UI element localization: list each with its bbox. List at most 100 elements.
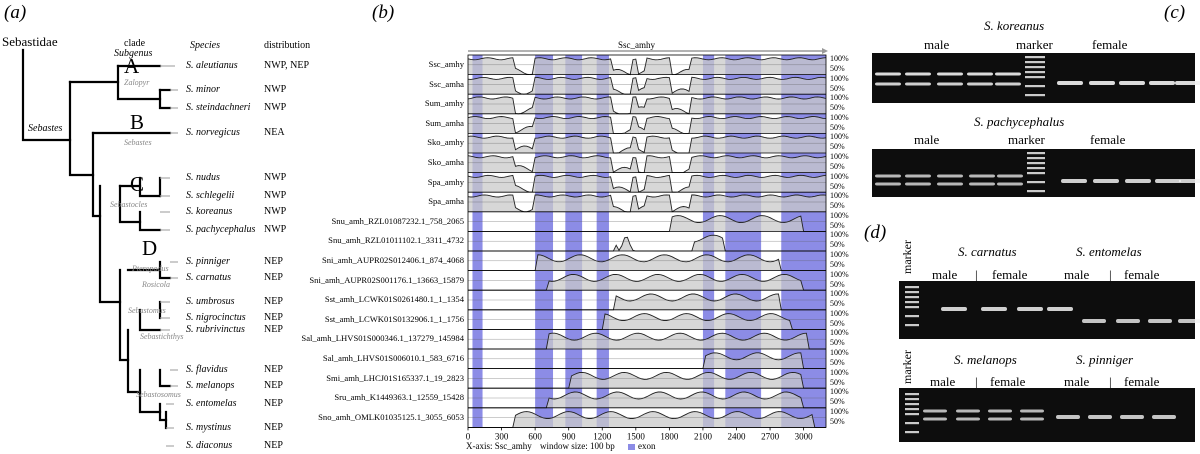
gel-d2-title-right: S. pinniger bbox=[1076, 352, 1134, 367]
gel-d2 bbox=[899, 388, 1195, 442]
marker-band bbox=[1027, 152, 1045, 155]
species-distribution: NWP bbox=[264, 102, 287, 113]
species-name: S. umbrosus bbox=[186, 296, 235, 307]
vista-track-label: Sko_amha bbox=[427, 157, 464, 167]
species-distribution: NEP bbox=[264, 256, 283, 267]
species-name: S. nigrocinctus bbox=[186, 312, 246, 323]
track-pct-low: 50% bbox=[830, 358, 845, 367]
species-distribution: NWP bbox=[264, 224, 287, 235]
track-pct-low: 50% bbox=[830, 377, 845, 387]
vista-track-label: Spa_amha bbox=[428, 196, 464, 207]
species-distribution: NEP bbox=[264, 380, 283, 391]
species-name: S. rubrivinctus bbox=[186, 324, 245, 335]
gel-c-top-title: S. koreanus bbox=[984, 18, 1045, 33]
gel-c-bot-male: male bbox=[914, 132, 940, 147]
vista-track-label: Sal_amh_LHVS01S000346.1_137279_145984 bbox=[301, 333, 464, 344]
species-distribution: NEA bbox=[264, 127, 285, 138]
subgenus-sebastomus: Sebastomus bbox=[128, 306, 166, 315]
gel-band bbox=[875, 72, 901, 76]
marker-band bbox=[1025, 71, 1045, 74]
gel-band bbox=[1057, 81, 1083, 85]
panel-c-label: (c) bbox=[1164, 2, 1186, 23]
clade-d: D bbox=[142, 236, 158, 260]
track-pct-high: 100% bbox=[830, 54, 849, 63]
track-pct-high: 100% bbox=[830, 210, 849, 220]
vista-frame bbox=[467, 54, 827, 428]
gel-band bbox=[1017, 307, 1043, 311]
marker-band bbox=[905, 403, 919, 406]
gel-band bbox=[988, 417, 1012, 421]
marker-band bbox=[1027, 157, 1045, 160]
species-name: S. aleutianus bbox=[186, 60, 238, 71]
marker-band bbox=[1025, 61, 1045, 64]
clade-c: C bbox=[130, 172, 145, 196]
reference-arrow-head bbox=[822, 48, 828, 54]
gel-band bbox=[905, 72, 931, 76]
marker-band bbox=[1027, 162, 1045, 165]
x-tick-label: 1500 bbox=[627, 431, 646, 441]
marker-band bbox=[905, 413, 919, 416]
species-name: S. entomelas bbox=[186, 398, 237, 409]
conservation-fill bbox=[468, 194, 826, 212]
gel-c-bot-female: female bbox=[1090, 132, 1126, 147]
gel-band bbox=[937, 82, 963, 86]
gel-d2-sep-2: | bbox=[1109, 374, 1112, 389]
subgenus-pteropodus: Pteropodus bbox=[132, 264, 169, 273]
track-pct-high: 100% bbox=[830, 112, 849, 122]
gel-c-bot-marker: marker bbox=[1008, 132, 1045, 147]
track-pct-high: 100% bbox=[830, 171, 849, 181]
gel-band bbox=[995, 72, 1021, 76]
gel-band bbox=[905, 182, 931, 186]
track-pct-high: 100% bbox=[830, 230, 849, 240]
conservation-fill bbox=[468, 77, 826, 95]
conservation-curve bbox=[467, 135, 827, 154]
track-pct-low: 50% bbox=[830, 83, 845, 93]
gel-d2-male-1: male bbox=[930, 374, 956, 389]
gel-band bbox=[1020, 409, 1044, 413]
vista-track-label: Snu_amh_RZL01087232.1_758_2065 bbox=[331, 215, 465, 226]
gel-band bbox=[937, 72, 963, 76]
x-tick-label: 2400 bbox=[728, 431, 747, 441]
marker-band bbox=[1025, 94, 1045, 97]
track-pct-high: 100% bbox=[830, 387, 849, 397]
species-distribution: NWP bbox=[264, 84, 287, 95]
conservation-fill bbox=[468, 333, 826, 349]
conservation-curve bbox=[467, 155, 827, 174]
marker-band bbox=[905, 301, 919, 304]
vista-track-label: Sum_amha bbox=[425, 117, 464, 128]
species-distribution: NWP bbox=[264, 206, 287, 217]
gel-d2-male-2: male bbox=[1064, 374, 1090, 389]
gel-band bbox=[1148, 319, 1172, 323]
x-tick-label: 3000 bbox=[795, 431, 814, 441]
conservation-fill bbox=[468, 352, 826, 369]
x-tick-label: 2100 bbox=[694, 431, 713, 441]
marker-band bbox=[1025, 66, 1045, 69]
species-name: S. steindachneri bbox=[186, 102, 251, 113]
gel-band bbox=[1082, 319, 1106, 323]
vista-track-label: Sni_amh_AUPR02S012406.1_874_4068 bbox=[321, 255, 464, 265]
species-distribution: NEP bbox=[264, 296, 283, 307]
gel-band bbox=[967, 82, 993, 86]
x-tick-label: 1200 bbox=[593, 431, 612, 441]
track-pct-low: 50% bbox=[830, 64, 845, 73]
marker-band bbox=[1027, 181, 1045, 184]
tree-header-clade: clade bbox=[124, 38, 146, 49]
marker-band bbox=[905, 422, 919, 425]
track-pct-high: 100% bbox=[830, 367, 849, 377]
track-pct-high: 100% bbox=[830, 269, 849, 279]
x-tick-label: 0 bbox=[466, 431, 471, 441]
gel-c-top-female: female bbox=[1092, 37, 1128, 52]
gel-band bbox=[941, 307, 967, 311]
vista-track-label: Spa_amhy bbox=[427, 176, 464, 187]
vista-track-label: Sst_amh_LCWK01S0132906.1_1_1756 bbox=[324, 313, 464, 324]
conservation-fill bbox=[468, 57, 826, 75]
vista-track-label: Ssc_amha bbox=[429, 78, 464, 89]
gel-band bbox=[1155, 179, 1181, 183]
marker-band bbox=[905, 315, 919, 318]
conservation-curve bbox=[467, 76, 827, 95]
track-pct-high: 100% bbox=[830, 132, 849, 142]
gel-band bbox=[1088, 415, 1112, 419]
track-pct-low: 50% bbox=[830, 103, 845, 113]
gel-d1-male-2: male bbox=[1064, 267, 1090, 282]
species-distribution: NEP bbox=[264, 398, 283, 409]
